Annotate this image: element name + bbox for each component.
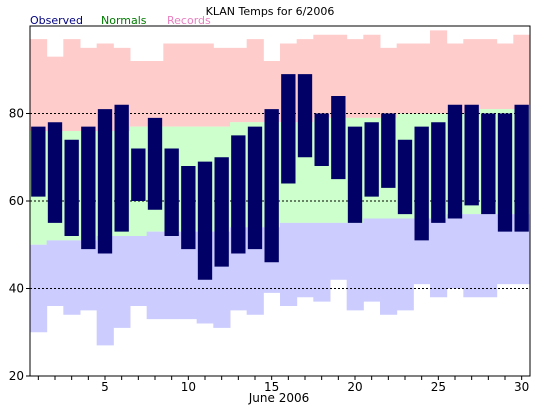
observed-bar [447,104,463,219]
observed-bar [331,96,346,180]
observed-bar [247,126,263,250]
record-high-band [346,39,364,118]
record-low-band [180,231,198,320]
record-high-band [463,39,481,114]
observed-bar [64,139,79,236]
record-low-band [396,218,414,311]
observed-bar [314,113,329,166]
observed-bar [397,139,413,215]
x-axis-label: June 2006 [248,391,310,405]
x-tick-label: 25 [431,380,446,394]
observed-bar [81,126,96,250]
observed-bar [347,126,363,223]
record-low-band [46,240,64,306]
record-high-band [446,43,464,114]
observed-bar [181,166,196,250]
record-high-band [213,47,231,127]
record-high-band [396,43,414,114]
record-low-band [96,236,114,346]
record-low-band [146,231,164,320]
record-high-band [163,43,181,127]
y-tick-label: 80 [9,107,24,121]
x-tick-label: 10 [181,380,196,394]
record-low-band [480,214,498,298]
record-low-band [446,214,464,289]
record-high-band [130,61,148,127]
observed-bar [131,148,146,201]
x-tick-label: 20 [347,380,362,394]
x-tick-label: 30 [514,380,529,394]
legend-records: Records [167,14,211,27]
x-tick-label: 15 [264,380,279,394]
legend-observed: Observed [30,14,83,27]
observed-bar [214,157,229,267]
observed-bar [297,74,313,158]
record-low-band [296,222,314,298]
record-low-band [463,214,481,298]
record-high-band [30,39,48,131]
record-high-band [480,39,498,110]
record-high-band [496,43,514,110]
record-high-band [513,34,531,110]
observed-bar [47,122,63,223]
record-high-band [196,43,214,127]
y-tick-label: 20 [9,369,24,383]
observed-bar [481,113,496,215]
record-high-band [46,56,64,131]
observed-bar [197,161,213,280]
observed-bar [264,109,279,263]
observed-bar [514,104,529,232]
record-high-band [380,47,398,118]
record-low-band [163,231,181,320]
record-high-band [413,43,431,114]
observed-bar [414,126,429,241]
plot-area: 20 40 60 80 5 10 15 20 25 30 [9,25,531,394]
record-high-band [363,34,381,118]
observed-bar [147,117,163,210]
record-low-band [63,240,81,315]
record-low-band [113,236,131,328]
observed-bar [231,135,246,254]
y-tick-label: 40 [9,282,24,296]
observed-bar [464,104,479,206]
record-low-band [346,222,364,311]
record-low-band [280,222,298,306]
record-low-band [130,236,148,306]
record-high-band [230,47,248,123]
observed-bar [97,109,113,254]
record-low-band [80,240,98,311]
record-high-band [146,61,164,127]
record-high-band [180,43,198,127]
y-tick-label: 60 [9,194,24,208]
observed-bar [381,113,396,188]
observed-bar [281,74,296,184]
record-low-band [330,222,348,280]
observed-bar [364,122,379,197]
record-high-band [430,30,448,114]
record-low-band [363,218,381,302]
observed-bar [114,104,129,232]
record-high-band [313,34,331,118]
observed-bar [164,148,179,236]
record-low-band [313,222,331,302]
legend-normals: Normals [101,14,147,27]
chart-title: KLAN Temps for 6/2006 [206,5,335,18]
record-high-band [263,61,281,123]
record-high-band [63,39,81,131]
x-tick-label: 5 [101,380,109,394]
record-high-band [80,47,98,131]
record-low-band [380,218,398,315]
observed-bar [431,122,446,223]
record-low-band [430,218,448,298]
observed-bar [497,113,513,232]
record-high-band [246,39,264,123]
observed-bar [31,126,46,197]
